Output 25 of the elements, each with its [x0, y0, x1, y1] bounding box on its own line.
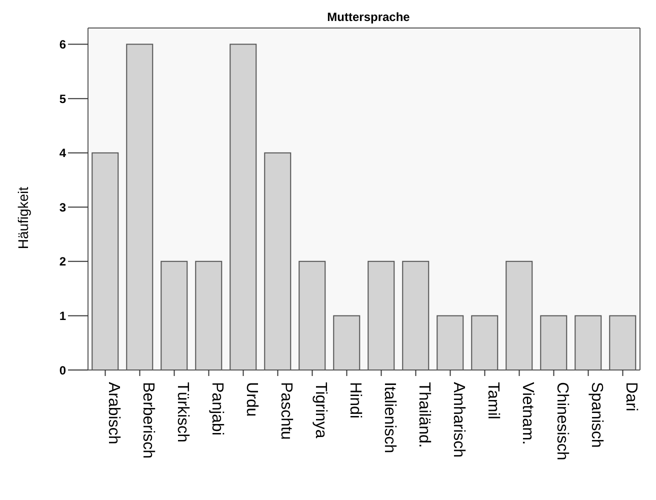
x-tick-label: Türkisch	[174, 382, 191, 442]
y-tick-label: 3	[59, 200, 66, 214]
x-tick-label: Paschtu	[277, 382, 294, 440]
x-tick-label: Tamil	[484, 382, 502, 420]
x-tick-label: Amharisch	[450, 382, 467, 458]
x-tick-label: Panjabi	[208, 382, 226, 436]
x-tick-label: Berberisch	[139, 382, 156, 458]
x-tick-label: Arabisch	[104, 382, 122, 444]
x-tick-label: Tigrinya	[312, 382, 329, 438]
y-axis-title: Häufigkeit	[15, 186, 31, 250]
chart-title: Muttersprache	[326, 10, 411, 24]
y-tick-label: 1	[59, 308, 66, 323]
y-tick-label: 2	[59, 254, 66, 269]
y-tick-label: 6	[59, 38, 66, 52]
x-tick-label: Vietnam.	[518, 382, 536, 445]
y-tick-label: 0	[59, 363, 66, 378]
x-tick-label: Urdu	[242, 382, 260, 417]
y-tick-label: 4	[59, 146, 66, 160]
x-tick-label: Dari	[622, 382, 640, 412]
y-tick-label: 5	[59, 92, 66, 106]
x-tick-label: Spanisch	[588, 382, 605, 448]
x-tick-label: Hindi	[346, 382, 364, 418]
x-tick-label: Thailänd.	[415, 382, 432, 448]
x-tick-label: Chinesisch	[553, 382, 570, 460]
x-tick-label: Italienisch	[380, 382, 398, 454]
